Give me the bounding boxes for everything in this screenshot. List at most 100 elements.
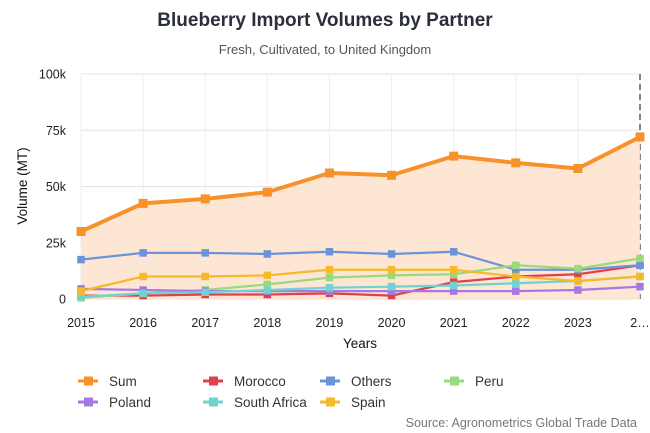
point-peru [263, 280, 272, 289]
x-tick-label: 2016 [129, 316, 157, 330]
x-tick-label: 2021 [440, 316, 468, 330]
point-south-africa [139, 289, 147, 298]
point-south-africa [325, 284, 334, 292]
y-tick-label: 75k [46, 124, 67, 138]
y-axis-ticks: 0 25k 50k 75k 100k [39, 68, 67, 307]
point-others [512, 266, 520, 274]
point-sum [387, 170, 397, 180]
x-tick-label: 2015 [67, 316, 95, 330]
point-peru [574, 264, 582, 273]
point-others [263, 250, 272, 258]
point-south-africa [263, 286, 272, 294]
x-tick-label: 2020 [378, 316, 406, 330]
point-poland [449, 287, 458, 295]
y-tick-label: 100k [39, 68, 67, 82]
point-peru [449, 270, 458, 278]
point-spain [449, 266, 458, 274]
line-morocco [81, 264, 641, 297]
point-spain [512, 272, 520, 281]
point-sum [511, 158, 521, 168]
x-tick-label: 2018 [253, 316, 281, 330]
line-spain [80, 268, 641, 293]
point-sum [76, 227, 86, 236]
point-spain [387, 266, 396, 274]
point-spain [201, 272, 209, 281]
point-poland [387, 287, 396, 295]
point-others [139, 249, 147, 257]
point-others [387, 250, 396, 258]
point-spain [325, 266, 334, 274]
legend-label: Peru [475, 374, 504, 389]
legend: Sum Morocco Others Peru Poland South Africa Sp… [78, 374, 504, 410]
x-tick-label: 2… [630, 316, 649, 330]
point-spain [139, 272, 147, 281]
legend-swatch-marker [84, 376, 93, 386]
y-tick-label: 50k [46, 180, 67, 194]
point-spain [77, 287, 85, 295]
legend-label: Poland [109, 395, 151, 410]
legend-swatch-marker [326, 397, 335, 407]
point-south-africa [77, 293, 85, 301]
legend-label: Morocco [234, 374, 286, 389]
point-spain [263, 271, 272, 280]
point-peru [325, 273, 334, 282]
sum-area [81, 137, 640, 299]
point-peru [512, 261, 520, 269]
chart-subtitle: Fresh, Cultivated, to United Kingdom [219, 42, 431, 57]
point-sum [200, 194, 210, 204]
x-tick-label: 2017 [191, 316, 219, 330]
legend-item-sum: Sum [78, 374, 137, 389]
point-south-africa [387, 282, 396, 291]
point-south-africa [512, 279, 520, 287]
legend-swatch-marker [209, 376, 218, 386]
y-tick-label: 0 [59, 293, 66, 307]
point-others [449, 248, 458, 256]
point-sum [262, 187, 272, 197]
x-tick-label: 2022 [502, 316, 530, 330]
point-sum [324, 168, 334, 178]
y-axis-label: Volume (MT) [15, 147, 30, 224]
line-poland [80, 285, 641, 293]
legend-item-others: Others [320, 374, 392, 389]
x-axis-label: Years [343, 336, 377, 351]
series-spain [77, 266, 644, 295]
chart-title: Blueberry Import Volumes by Partner [157, 10, 493, 31]
x-tick-label: 2023 [564, 316, 592, 330]
legend-label: Sum [109, 374, 137, 389]
legend-swatch-marker [450, 376, 459, 386]
point-sum [449, 151, 459, 161]
source-note: Source: Agronometrics Global Trade Data [406, 416, 637, 430]
point-others [77, 255, 85, 264]
point-others [636, 261, 644, 269]
sum-area-fill [81, 137, 640, 299]
point-sum [573, 164, 583, 173]
legend-swatch-marker [209, 397, 218, 407]
point-peru [636, 254, 644, 263]
series-group [76, 132, 645, 302]
legend-item-peru: Peru [444, 374, 504, 389]
point-south-africa [449, 281, 458, 290]
legend-item-morocco: Morocco [203, 374, 286, 389]
point-sum [138, 198, 148, 208]
series-sum [76, 132, 645, 236]
legend-swatch-marker [326, 376, 335, 386]
line-peru [80, 257, 641, 299]
legend-item-poland: Poland [78, 395, 151, 410]
point-others [201, 249, 209, 257]
point-others [325, 248, 334, 256]
legend-item-south-africa: South Africa [203, 395, 307, 410]
line-others [80, 250, 641, 271]
legend-label: Others [351, 374, 392, 389]
line-sum [80, 135, 641, 234]
point-morocco [574, 270, 582, 278]
x-tick-label: 2019 [316, 316, 344, 330]
point-south-africa [201, 288, 209, 296]
point-sum [635, 132, 645, 142]
point-morocco [387, 291, 396, 300]
y-tick-label: 25k [46, 236, 67, 250]
legend-item-spain: Spain [320, 395, 386, 410]
x-axis-ticks: 2015 2016 2017 2018 2019 2020 2021 2022 2023 2… [67, 316, 650, 330]
point-poland [636, 282, 644, 291]
point-poland [512, 287, 520, 295]
